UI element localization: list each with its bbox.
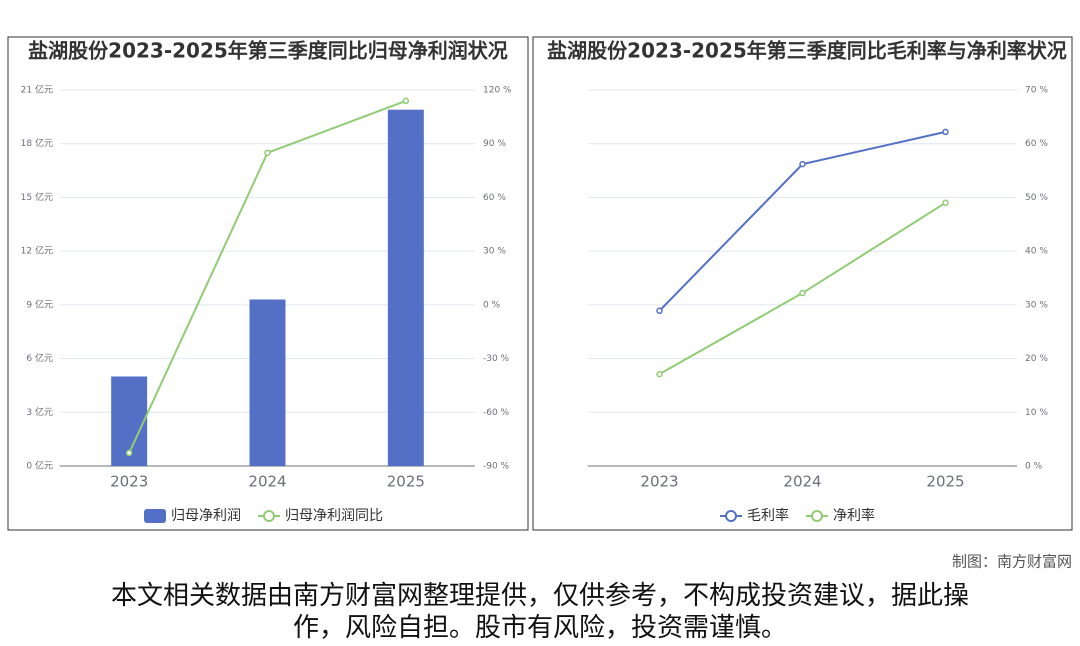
y-tick-label: 6 亿元: [26, 352, 53, 364]
charts: 制图：南方财富网 盐湖股份2023-2025年第三季度同比归母净利润状况 0 亿元…: [7, 36, 1073, 571]
y-tick-label: 18 亿元: [21, 137, 53, 149]
legend-label: 毛利率: [747, 507, 789, 524]
x-tick-label: 2024: [783, 473, 821, 491]
legend-swatch: [144, 509, 166, 523]
y2-tick-label: -60 %: [483, 408, 510, 418]
point: [799, 289, 806, 297]
y-tick-label: 50 %: [1025, 193, 1048, 203]
y-tick-label: 10 %: [1025, 408, 1048, 418]
bar: [249, 299, 286, 466]
point: [942, 128, 949, 136]
x-tick-label: 2023: [110, 473, 148, 491]
chart-title: 盐湖股份2023-2025年第三季度同比归母净利润状况: [28, 39, 508, 63]
point: [125, 449, 133, 457]
y2-tick-label: -90 %: [483, 462, 510, 472]
y-tick-label: 15 亿元: [21, 191, 53, 203]
legend-label: 净利率: [833, 507, 875, 524]
panel-border: [532, 36, 1073, 531]
line: [658, 130, 946, 312]
y2-tick-label: 90 %: [483, 139, 506, 149]
legend-swatch: [725, 510, 737, 522]
bar: [387, 109, 424, 466]
point: [799, 160, 806, 168]
x-tick-label: 2024: [248, 473, 286, 491]
y-tick-label: 9 亿元: [26, 298, 53, 310]
y-tick-label: 20 %: [1025, 354, 1048, 364]
x-tick-label: 2025: [926, 473, 964, 491]
legend-swatch: [811, 510, 823, 522]
y-tick-label: 0 %: [1025, 462, 1043, 472]
panel-border: [7, 36, 529, 531]
point: [656, 370, 663, 378]
y-tick-label: 70 %: [1025, 86, 1048, 96]
y2-tick-label: 30 %: [483, 247, 506, 257]
y2-tick-label: 0 %: [483, 300, 501, 310]
y2-tick-label: 120 %: [483, 86, 512, 96]
x-tick-label: 2025: [387, 473, 425, 491]
legend-swatch: [263, 510, 275, 522]
x-tick-label: 2023: [640, 473, 678, 491]
legend-label: 归母净利润: [171, 507, 241, 524]
legend-label: 归母净利润同比: [285, 507, 383, 524]
line: [659, 201, 947, 376]
point: [656, 307, 663, 315]
y-tick-label: 12 亿元: [21, 245, 53, 257]
point: [264, 149, 271, 157]
y-tick-label: 30 %: [1025, 300, 1048, 310]
y-tick-label: 3 亿元: [26, 406, 53, 418]
credit: 制图：南方财富网: [952, 553, 1072, 571]
y-tick-label: 60 %: [1025, 139, 1048, 149]
y-tick-label: 0 亿元: [26, 460, 53, 472]
chart-title: 盐湖股份2023-2025年第三季度同比毛利率与净利率状况: [547, 39, 1067, 63]
point: [402, 97, 410, 105]
y-tick-label: 21 亿元: [21, 84, 53, 96]
y2-tick-label: -30 %: [483, 354, 510, 364]
disclaimer: 本文相关数据由南方财富网整理提供，仅供参考，不构成投资建议，据此操作，风险自担。…: [110, 581, 969, 643]
y-tick-label: 40 %: [1025, 247, 1048, 257]
point: [942, 199, 949, 207]
y2-tick-label: 60 %: [483, 193, 506, 203]
